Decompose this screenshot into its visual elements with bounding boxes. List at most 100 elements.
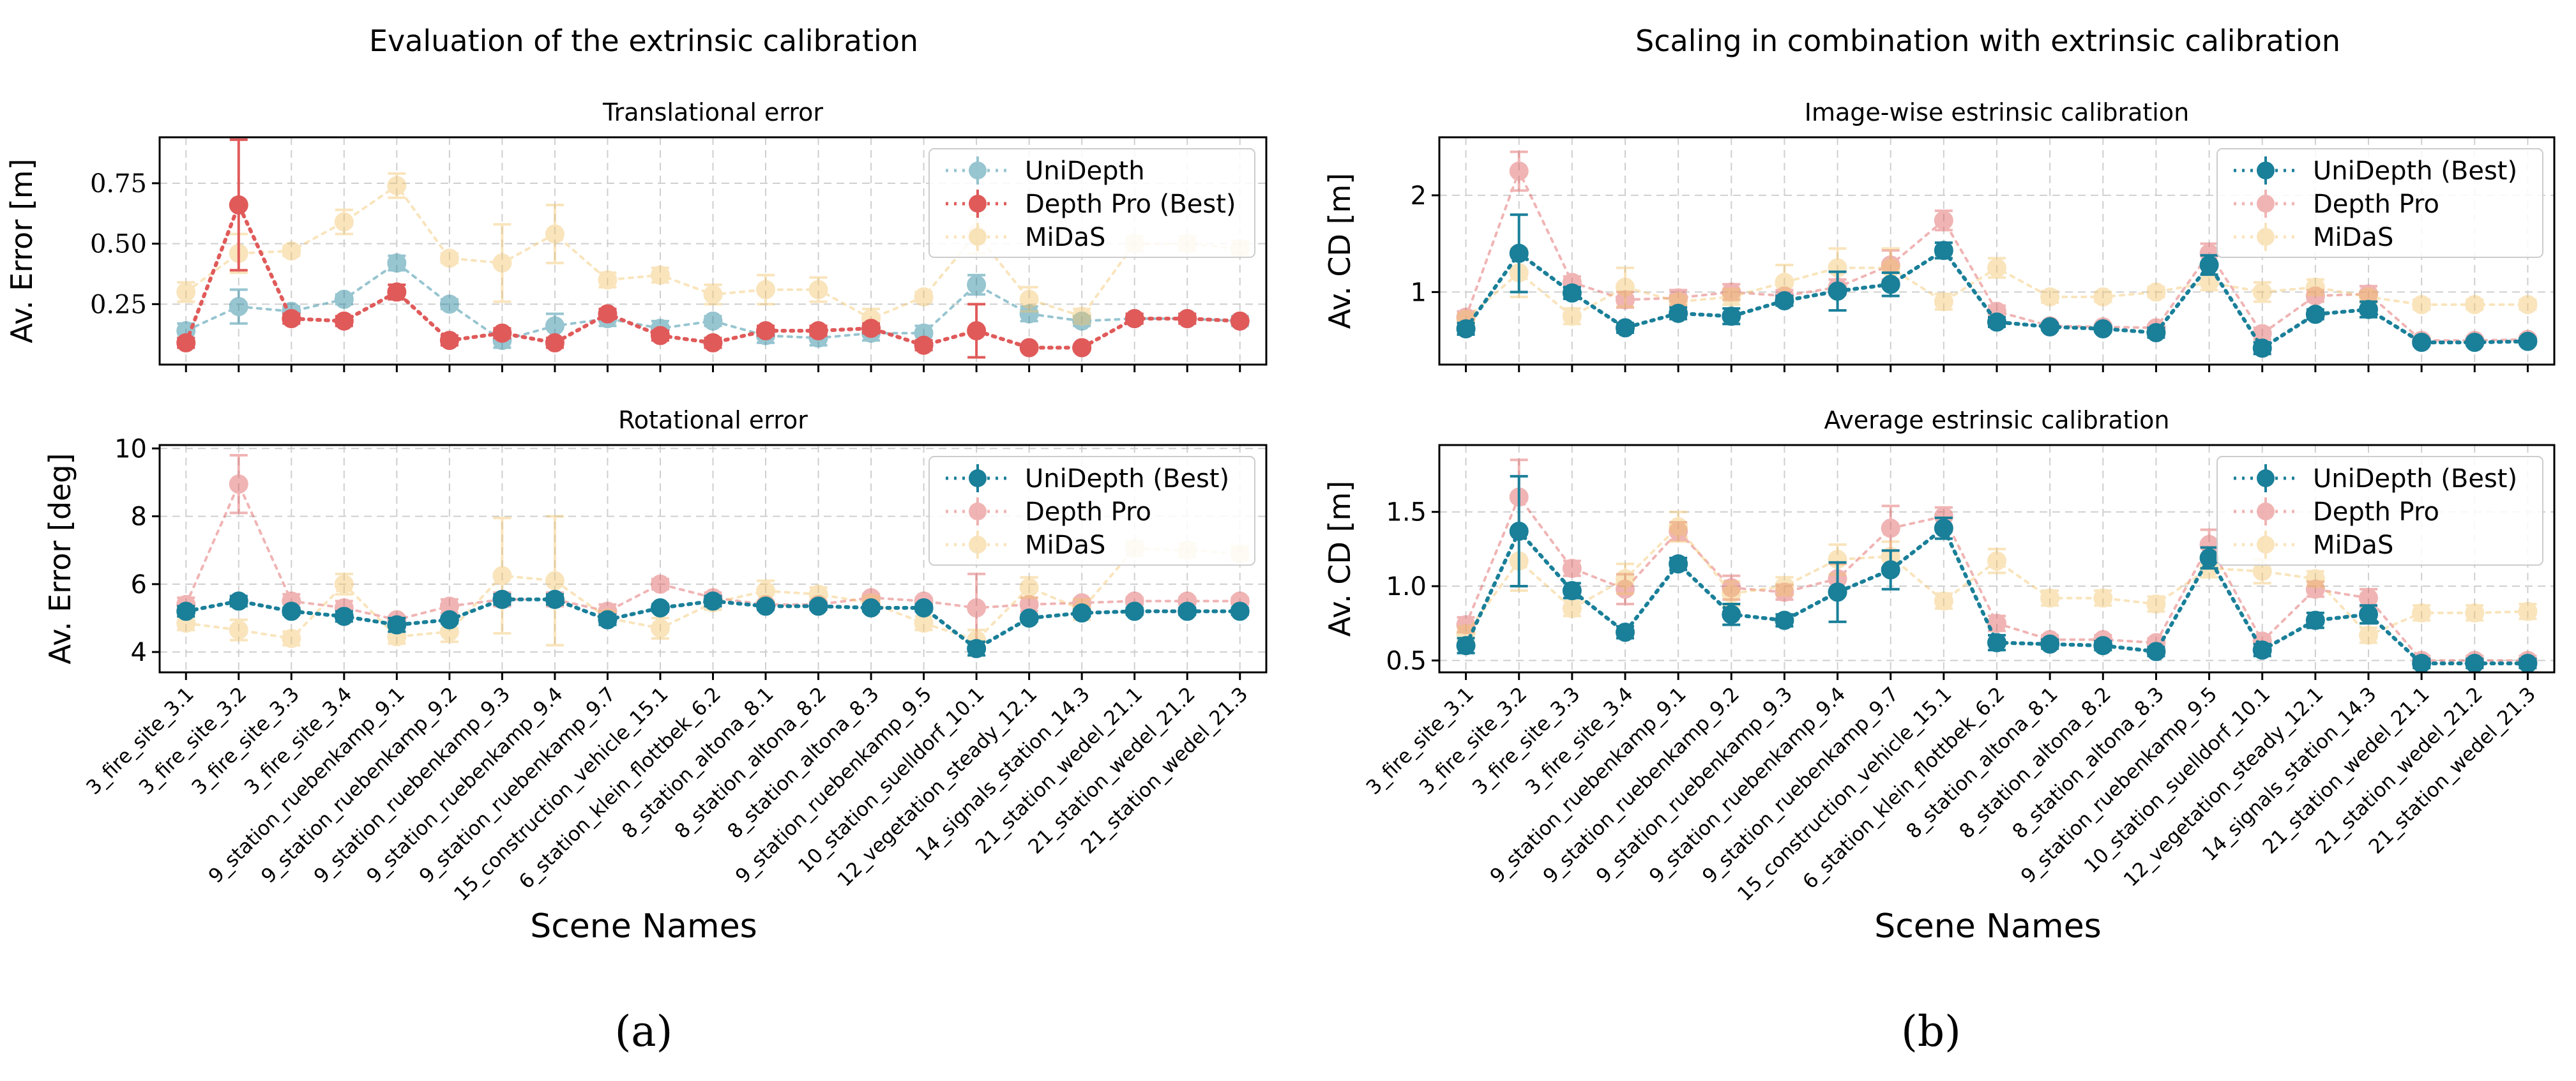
data-point bbox=[1456, 319, 1476, 338]
y-axis-label: Av. CD [m] bbox=[1322, 481, 1357, 637]
y-tick-label: 0.50 bbox=[90, 230, 147, 259]
legend-label: UniDepth (Best) bbox=[2313, 464, 2517, 494]
legend-dot bbox=[969, 195, 987, 213]
legend: UniDepth (Best)Depth Pro MiDaS bbox=[2216, 456, 2543, 566]
legend: UniDepth Depth Pro (Best) MiDaS bbox=[928, 148, 1255, 258]
data-point bbox=[229, 474, 248, 494]
data-point bbox=[2252, 338, 2272, 358]
y-axis-label: Av. Error [deg] bbox=[43, 453, 77, 664]
data-point bbox=[545, 333, 564, 352]
data-point bbox=[229, 591, 248, 611]
data-point bbox=[808, 280, 828, 299]
y-tick-label: 0.75 bbox=[90, 169, 147, 199]
data-point bbox=[1019, 608, 1039, 628]
data-point bbox=[1562, 559, 1582, 578]
y-tick-label: 4 bbox=[131, 638, 147, 667]
data-point bbox=[1072, 338, 1092, 358]
data-point bbox=[2040, 588, 2060, 608]
data-point bbox=[1775, 577, 1794, 596]
data-point bbox=[756, 321, 776, 340]
series-unidepth bbox=[176, 589, 1250, 658]
data-point bbox=[1616, 623, 1635, 642]
data-point bbox=[703, 311, 723, 331]
data-point bbox=[2465, 295, 2485, 315]
data-point bbox=[2252, 640, 2272, 660]
panel-title: Translational error bbox=[602, 98, 823, 126]
data-point bbox=[387, 253, 407, 273]
data-point bbox=[703, 591, 723, 611]
data-point bbox=[1775, 610, 1794, 630]
y-tick-label: 8 bbox=[131, 503, 147, 532]
legend-dot bbox=[2257, 536, 2275, 554]
data-point bbox=[229, 195, 248, 215]
data-point bbox=[1019, 304, 1039, 324]
data-point bbox=[650, 618, 670, 638]
series-line bbox=[1464, 266, 2529, 321]
data-point bbox=[492, 589, 512, 609]
right-x-axis-label: Scene Names bbox=[1874, 907, 2102, 946]
series-line bbox=[185, 481, 1241, 621]
data-point bbox=[1775, 582, 1794, 602]
data-point bbox=[1828, 281, 1847, 301]
data-point bbox=[2305, 579, 2325, 599]
data-point bbox=[387, 615, 407, 635]
data-point bbox=[492, 323, 512, 343]
data-point bbox=[808, 596, 828, 616]
data-point bbox=[492, 566, 512, 586]
data-point bbox=[1987, 614, 2006, 633]
data-point bbox=[1616, 569, 1635, 589]
data-point bbox=[2465, 654, 2485, 674]
data-point bbox=[861, 598, 881, 618]
data-point bbox=[2465, 603, 2485, 623]
y-tick-label: 1.0 bbox=[1386, 572, 1427, 601]
legend-label: MiDaS bbox=[1025, 223, 1105, 252]
data-point bbox=[967, 639, 987, 658]
plot-frame bbox=[1438, 444, 2556, 674]
legend-dot bbox=[2257, 503, 2275, 520]
data-point bbox=[334, 607, 354, 626]
data-point bbox=[2359, 299, 2378, 319]
legend-dot bbox=[969, 228, 987, 246]
legend-label: UniDepth (Best) bbox=[1025, 464, 1229, 494]
plot-frame bbox=[1438, 136, 2556, 366]
legend-marker bbox=[946, 190, 1010, 218]
legend-box bbox=[2216, 456, 2543, 566]
legend-dot bbox=[969, 503, 987, 520]
series-unidepth bbox=[1456, 213, 2538, 358]
data-point bbox=[2305, 610, 2325, 630]
data-point bbox=[1562, 581, 1582, 601]
data-point bbox=[334, 289, 354, 309]
data-point bbox=[2146, 323, 2166, 343]
legend-dot bbox=[2257, 228, 2275, 246]
data-point bbox=[1934, 292, 1953, 312]
left-x-axis-label: Scene Names bbox=[530, 907, 757, 946]
data-point bbox=[1722, 578, 1741, 598]
series-unidepth bbox=[1456, 474, 2538, 674]
data-point bbox=[756, 280, 776, 299]
data-point bbox=[2093, 319, 2113, 338]
data-point bbox=[1722, 287, 1741, 306]
legend-label: UniDepth (Best) bbox=[2313, 156, 2517, 186]
legend-dot bbox=[969, 162, 987, 179]
data-point bbox=[545, 224, 564, 244]
series-line bbox=[1464, 248, 2530, 351]
y-tick-label: 0.5 bbox=[1386, 646, 1427, 676]
data-point bbox=[808, 321, 828, 340]
data-point bbox=[334, 212, 354, 232]
chart-panels: 0.25 0.50 0.75 Translational error Av. Error… bbox=[4, 98, 2556, 906]
data-point bbox=[1934, 591, 1953, 611]
data-point bbox=[2518, 295, 2538, 315]
y-axis-label: Av. Error [m] bbox=[4, 158, 39, 343]
legend-marker bbox=[946, 223, 1010, 251]
legend-label: MiDaS bbox=[2313, 531, 2393, 560]
data-point bbox=[176, 333, 196, 352]
legend-label: Depth Pro bbox=[1025, 497, 1151, 527]
plot-frame bbox=[158, 136, 1268, 366]
data-point bbox=[1616, 579, 1635, 599]
data-point bbox=[1934, 241, 1953, 261]
data-point bbox=[1019, 289, 1039, 309]
data-point bbox=[756, 596, 776, 616]
legend-marker bbox=[2234, 223, 2298, 251]
chart-p1: 0.25 0.50 0.75 Translational error Av. Error… bbox=[4, 98, 1268, 372]
